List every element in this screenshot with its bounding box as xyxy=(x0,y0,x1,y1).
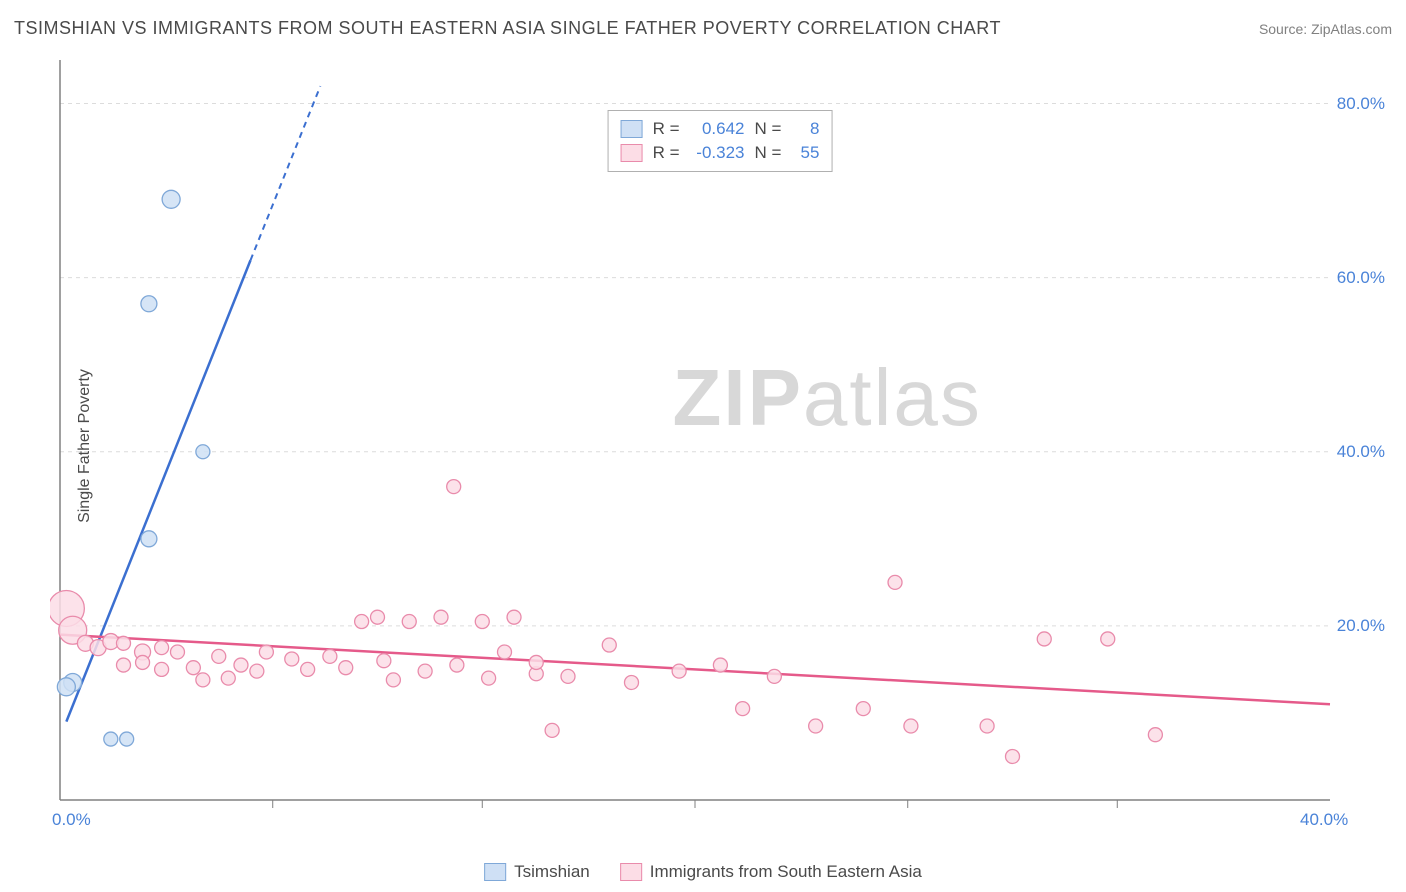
y-tick-label: 80.0% xyxy=(1337,94,1385,114)
x-tick-label: 40.0% xyxy=(1300,810,1348,830)
swatch-series-1 xyxy=(621,144,643,162)
y-tick-label: 60.0% xyxy=(1337,268,1385,288)
stats-row-series-1: R = -0.323 N = 55 xyxy=(621,141,820,165)
stat-r-value-0: 0.642 xyxy=(690,119,745,139)
chart-title: TSIMSHIAN VS IMMIGRANTS FROM SOUTH EASTE… xyxy=(14,18,1001,39)
stat-n-label: N = xyxy=(755,143,782,163)
stats-row-series-0: R = 0.642 N = 8 xyxy=(621,117,820,141)
y-tick-label: 40.0% xyxy=(1337,442,1385,462)
stat-n-value-0: 8 xyxy=(791,119,819,139)
legend-swatch-0 xyxy=(484,863,506,881)
stat-r-label: R = xyxy=(653,143,680,163)
swatch-series-0 xyxy=(621,120,643,138)
legend-label-1: Immigrants from South Eastern Asia xyxy=(650,862,922,882)
legend-swatch-1 xyxy=(620,863,642,881)
legend-item-0: Tsimshian xyxy=(484,862,590,882)
y-tick-label: 20.0% xyxy=(1337,616,1385,636)
legend-item-1: Immigrants from South Eastern Asia xyxy=(620,862,922,882)
chart-area: ZIPatlas R = 0.642 N = 8 R = -0.323 N = … xyxy=(50,50,1390,840)
stat-n-label: N = xyxy=(755,119,782,139)
stat-r-value-1: -0.323 xyxy=(690,143,745,163)
chart-source: Source: ZipAtlas.com xyxy=(1259,21,1392,37)
legend-label-0: Tsimshian xyxy=(514,862,590,882)
x-tick-label: 0.0% xyxy=(52,810,91,830)
stat-n-value-1: 55 xyxy=(791,143,819,163)
stat-r-label: R = xyxy=(653,119,680,139)
chart-header: TSIMSHIAN VS IMMIGRANTS FROM SOUTH EASTE… xyxy=(14,18,1392,39)
stats-legend-box: R = 0.642 N = 8 R = -0.323 N = 55 xyxy=(608,110,833,172)
x-axis-legend: Tsimshian Immigrants from South Eastern … xyxy=(484,862,922,882)
